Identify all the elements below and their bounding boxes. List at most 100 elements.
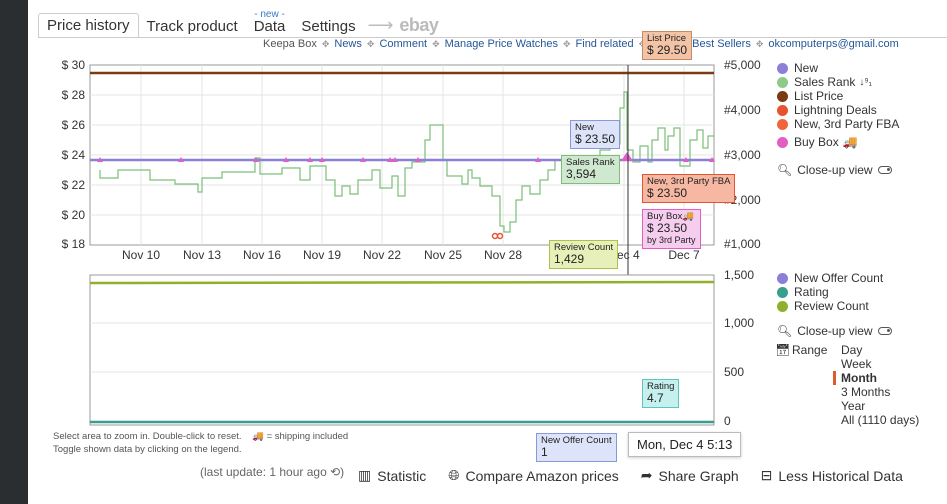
- arrow-right-icon: ⟶: [367, 15, 394, 35]
- lower-plot-area[interactable]: [89, 274, 715, 426]
- link-account-email[interactable]: okcomputerps@gmail.com: [768, 38, 899, 50]
- buy-box-color-dot: [777, 136, 788, 148]
- tab-settings[interactable]: Settings: [301, 18, 356, 35]
- tab-data[interactable]: - new - Data: [246, 9, 294, 38]
- sales-rank-line: [99, 91, 714, 233]
- keepa-box-label: Keepa Box: [263, 38, 317, 50]
- x-tick: Nov 22: [363, 248, 401, 262]
- last-update-text: (last update: 1 hour ago ⟲): [200, 465, 345, 479]
- closeup-toggle-lower[interactable]: 🔍︎ Close-up view: [777, 324, 892, 338]
- y-tick-right: #3,000: [724, 148, 761, 162]
- minus-square-icon: ⊟: [760, 467, 773, 483]
- link-find-related[interactable]: Find related: [575, 38, 634, 50]
- lower-grid: [90, 322, 714, 373]
- separator-icon: ✥: [321, 39, 330, 49]
- truck-icon: 🚚: [682, 211, 695, 222]
- x-tick: Nov 25: [424, 248, 462, 262]
- share-graph-button[interactable]: ➦ Share Graph: [640, 467, 739, 484]
- range-option-day[interactable]: Day: [841, 343, 863, 357]
- statistic-button[interactable]: ▥ Statistic: [358, 467, 427, 484]
- closeup-toggle-upper[interactable]: 🔍︎ Close-up view: [777, 163, 892, 177]
- tooltip-fba: New, 3rd Party FBA $ 23.50: [642, 174, 736, 203]
- sort-icon: ↓⁹₁: [859, 76, 873, 88]
- y-tick-right-lower: 1,500: [724, 268, 754, 282]
- lightning-deals-color-dot: [777, 104, 788, 116]
- list-price-color-dot: [777, 90, 788, 102]
- new-badge: - new -: [254, 9, 285, 20]
- y-tick-right-lower: 0: [724, 414, 731, 428]
- refresh-icon[interactable]: ⟲): [326, 465, 345, 479]
- tab-price-history[interactable]: Price history: [38, 13, 139, 38]
- legend-item-review-count[interactable]: Review Count: [777, 299, 883, 313]
- truck-icon: 🚚: [252, 431, 264, 442]
- link-comment[interactable]: Comment: [379, 38, 428, 50]
- compare-amazon-prices-button[interactable]: 🌐︎ Compare Amazon prices: [448, 467, 619, 484]
- buy-box-markers: [97, 152, 715, 162]
- legend-item-buy-box[interactable]: Buy Box 🚚: [777, 135, 899, 149]
- legend-lower: New Offer Count Rating Review Count: [777, 271, 883, 313]
- review-count-color-dot: [777, 300, 788, 312]
- y-tick-right: #4,000: [724, 103, 761, 117]
- toggle-icon: [877, 166, 892, 174]
- tab-track-product[interactable]: Track product: [146, 18, 238, 35]
- tooltip-list-price: List Price $ 29.50: [642, 31, 693, 60]
- tooltip-new: New $ 23.50: [570, 120, 621, 149]
- y-tick-right: #1,000: [724, 237, 761, 251]
- y-tick-right-lower: 1,000: [724, 316, 754, 330]
- link-manage-price-watches[interactable]: Manage Price Watches: [444, 38, 558, 50]
- truck-icon: 🚚: [842, 135, 858, 149]
- y-tick-left: $ 18: [62, 237, 86, 251]
- y-tick-left: $ 30: [62, 58, 86, 72]
- legend-item-lightning-deals[interactable]: Lightning Deals: [777, 103, 899, 117]
- zoom-hint: Select area to zoom in. Double-click to …: [53, 431, 349, 455]
- less-historical-data-button[interactable]: ⊟ Less Historical Data: [760, 467, 903, 484]
- rating-color-dot: [777, 286, 788, 298]
- ebay-logo[interactable]: ebay: [399, 15, 439, 35]
- legend-item-list-price[interactable]: List Price: [777, 89, 899, 103]
- x-tick: Nov 19: [303, 248, 341, 262]
- share-arrow-icon: ➦: [640, 467, 653, 483]
- legend-upper: New Sales Rank ↓⁹₁ List Price Lightning D…: [777, 61, 899, 149]
- legend-item-new-offer-count[interactable]: New Offer Count: [777, 271, 883, 285]
- x-tick: Nov 28: [484, 248, 522, 262]
- range-option-all[interactable]: All (1110 days): [841, 413, 920, 427]
- y-tick-left: $ 20: [62, 208, 86, 222]
- separator-icon: ✥: [755, 39, 764, 49]
- tab-bar: Price history Track product - new - Data …: [38, 9, 439, 38]
- tooltip-rating: Rating 4.7: [642, 379, 680, 408]
- date-tooltip: Mon, Dec 4 5:13: [628, 432, 742, 457]
- y-tick-left: $ 22: [62, 178, 86, 192]
- range-option-year[interactable]: Year: [841, 399, 866, 413]
- separator-icon: ✥: [366, 39, 375, 49]
- search-icon: 🔍︎: [777, 324, 793, 338]
- tooltip-sales-rank: Sales Rank 3,594: [561, 155, 620, 184]
- y-tick-left: $ 28: [62, 88, 86, 102]
- window-edge: [0, 0, 28, 504]
- fba-color-dot: [777, 118, 788, 130]
- tooltip-buy-box: Buy Box🚚 $ 23.50 by 3rd Party: [642, 209, 701, 249]
- legend-item-fba[interactable]: New, 3rd Party FBA: [777, 117, 899, 131]
- lightning-deal-markers: [491, 232, 504, 240]
- separator-icon: ✥: [562, 39, 571, 49]
- review-count-line: [89, 280, 715, 285]
- tab-divider: [38, 37, 947, 38]
- range-option-3-months[interactable]: 3 Months: [841, 385, 891, 399]
- separator-icon: ✥: [432, 39, 440, 49]
- search-icon: 🔍︎: [777, 163, 793, 177]
- toggle-icon: [877, 327, 892, 335]
- legend-item-rating[interactable]: Rating: [777, 285, 883, 299]
- globe-icon: 🌐︎: [448, 467, 460, 483]
- range-option-month[interactable]: Month: [833, 371, 877, 385]
- legend-item-sales-rank[interactable]: Sales Rank ↓⁹₁: [777, 75, 899, 89]
- y-tick-right-lower: 500: [724, 365, 744, 379]
- link-news[interactable]: News: [334, 38, 362, 50]
- legend-item-new[interactable]: New: [777, 61, 899, 75]
- x-tick: Nov 16: [243, 248, 281, 262]
- new-color-dot: [777, 62, 788, 74]
- range-option-week[interactable]: Week: [841, 357, 872, 371]
- y-tick-right: #5,000: [724, 58, 761, 72]
- calendar-icon: 📅︎: [775, 343, 791, 357]
- sales-rank-color-dot: [777, 76, 788, 88]
